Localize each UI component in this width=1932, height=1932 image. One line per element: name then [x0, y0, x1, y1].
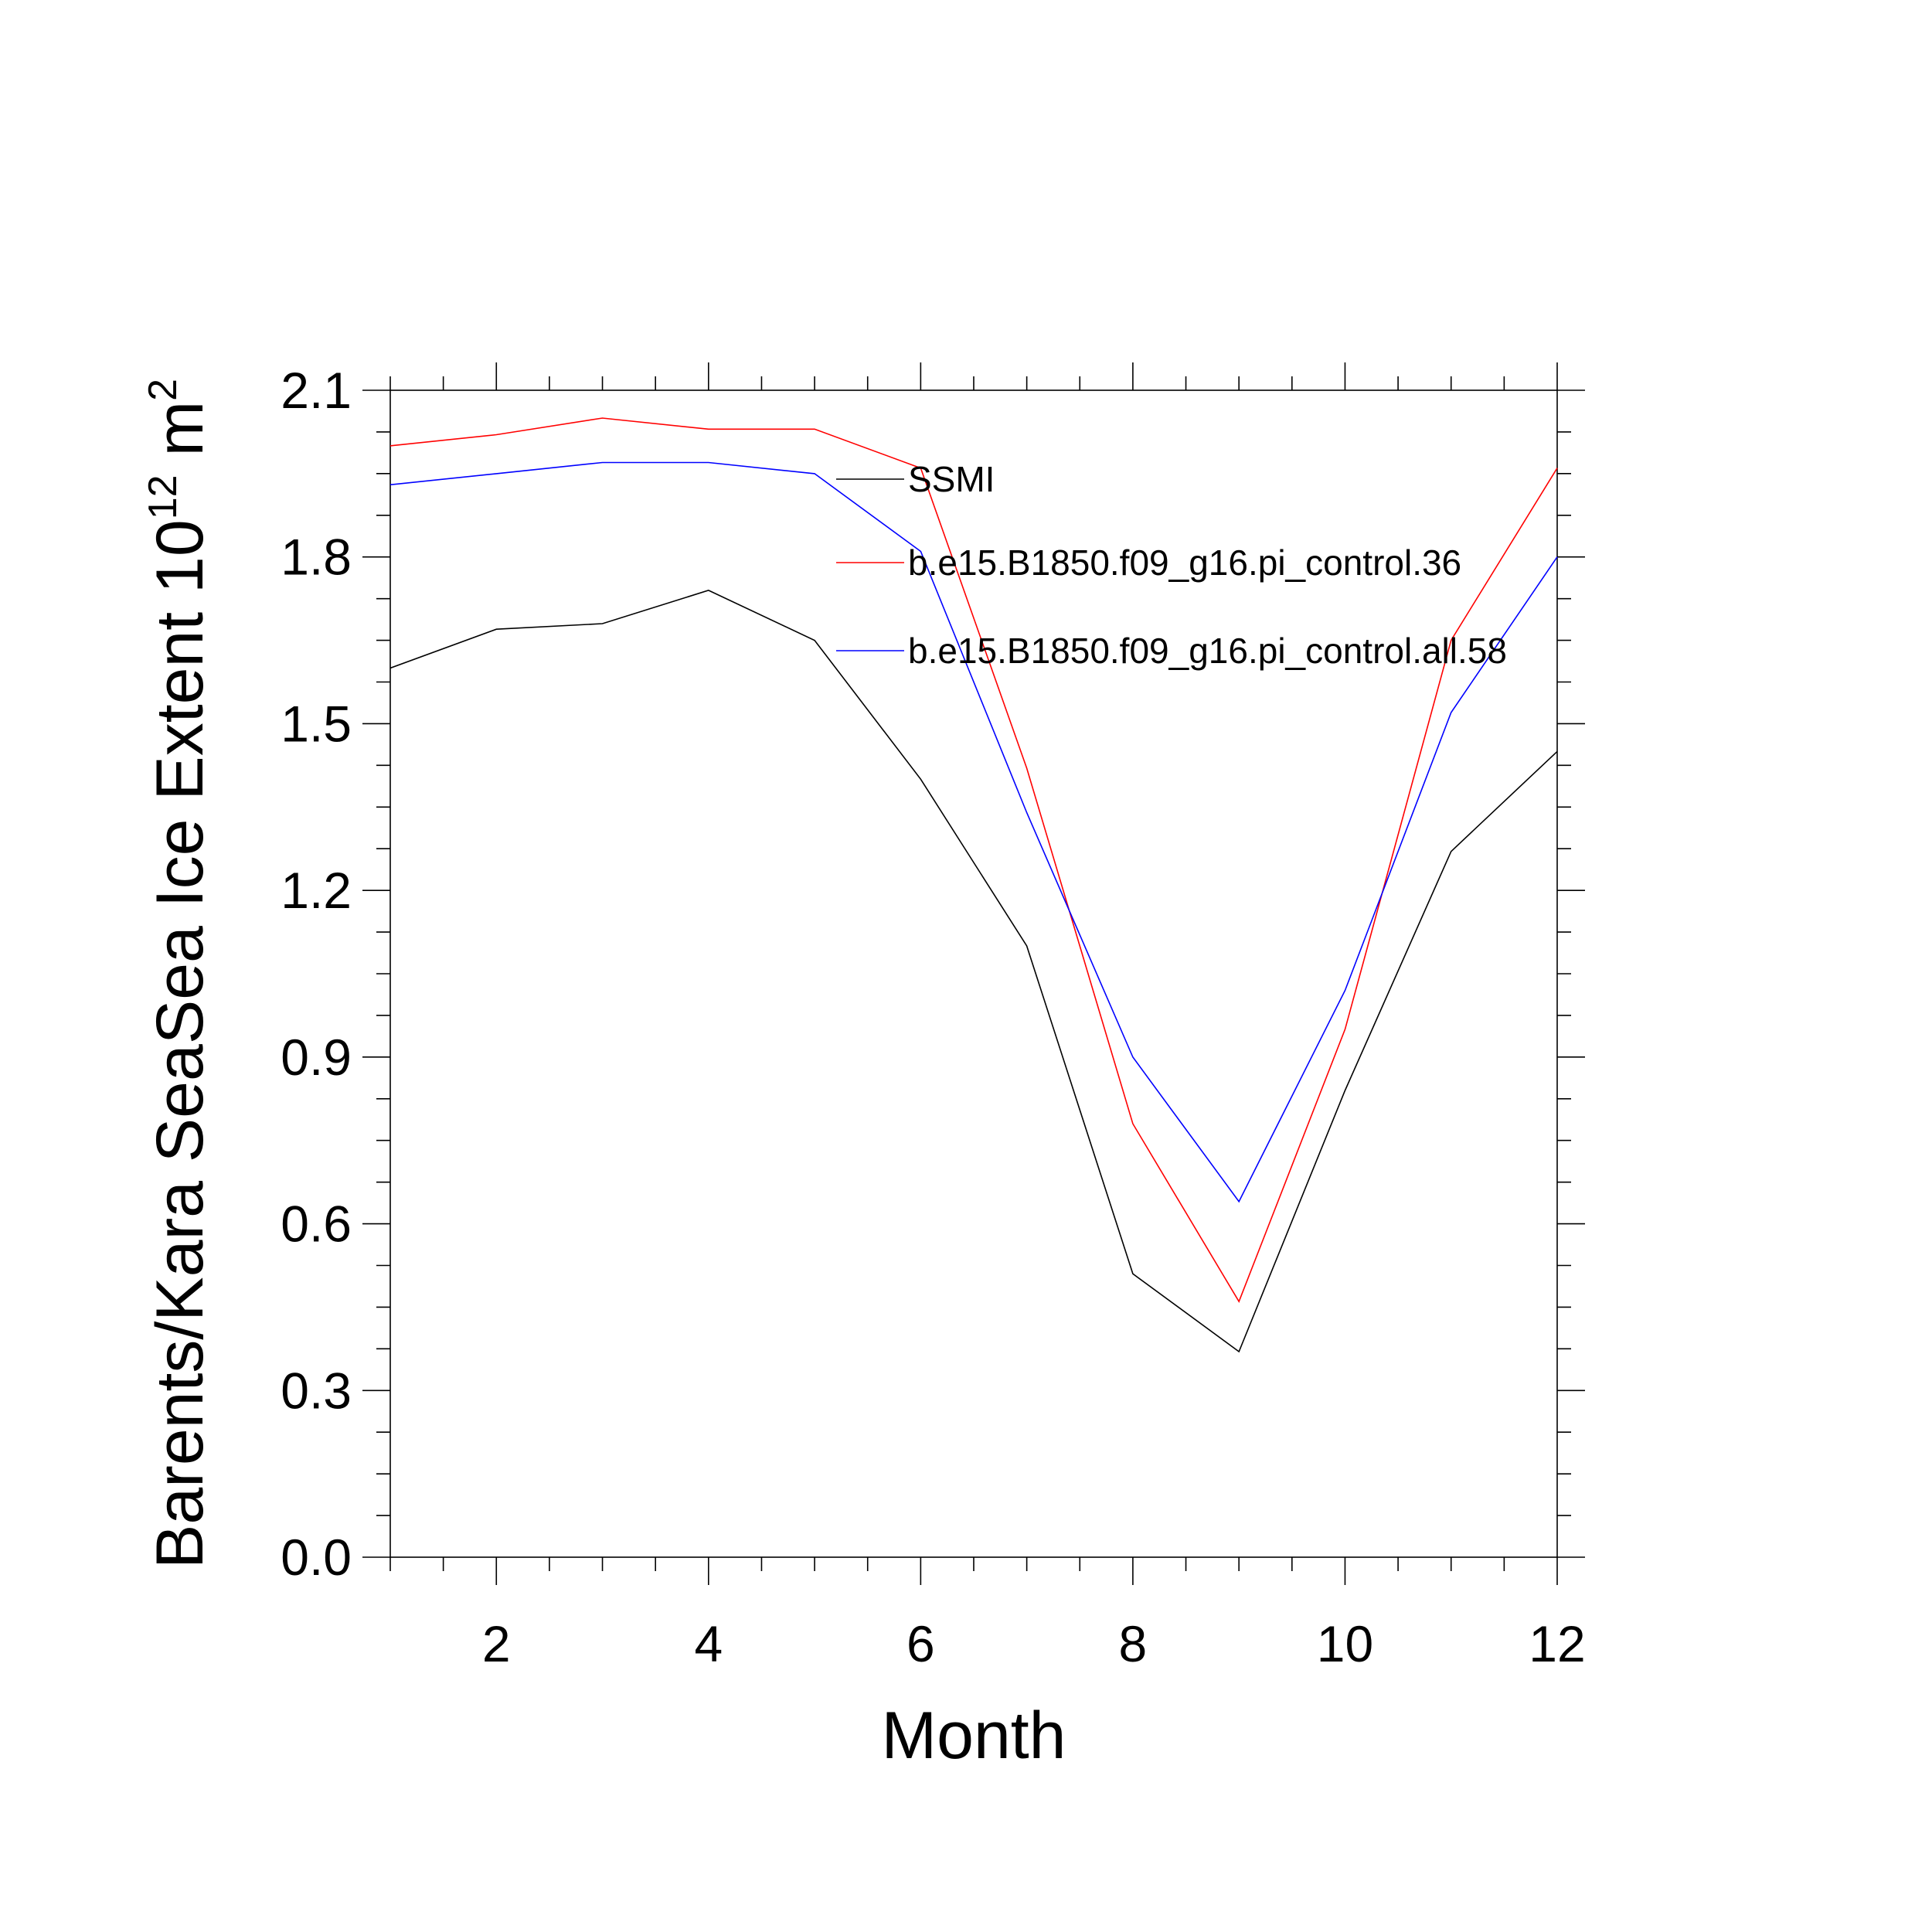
x-tick-label: 12: [1529, 1615, 1585, 1672]
y-tick-label: 2.1: [281, 362, 352, 419]
y-tick-label: 0.6: [281, 1196, 352, 1253]
legend: SSMI b.e15.B1850.f09_g16.pi_control.36 b.e…: [836, 459, 1507, 671]
series-lines: [389, 417, 1558, 1353]
y-tick-label: 0.3: [281, 1362, 352, 1419]
legend-label-1: SSMI: [908, 459, 995, 499]
x-tick-label: 10: [1317, 1615, 1373, 1672]
y-tick-label: 1.5: [281, 695, 352, 752]
x-tick-label: 2: [482, 1615, 511, 1672]
x-tick-label: 8: [1119, 1615, 1148, 1672]
legend-label-2: b.e15.B1850.f09_g16.pi_control.36: [908, 543, 1461, 583]
series-line-1: [389, 590, 1558, 1353]
legend-label-3: b.e15.B1850.f09_g16.pi_control.all.58: [908, 631, 1507, 671]
series-line-2: [389, 417, 1558, 1304]
y-tick-label: 1.2: [281, 862, 352, 919]
y-axis-title: Barents/Kara SeaSea Ice Extent 1012 m2: [141, 379, 217, 1569]
y-tick-label: 1.8: [281, 529, 352, 586]
y-tick-label: 0.0: [281, 1529, 352, 1586]
x-tick-label: 6: [906, 1615, 935, 1672]
axis-ticks: [362, 362, 1585, 1585]
x-axis-title: Month: [881, 1699, 1066, 1773]
series-line-3: [389, 461, 1558, 1203]
x-tick-label: 4: [694, 1615, 723, 1672]
y-tick-label: 0.9: [281, 1029, 352, 1086]
axis-tick-labels: 2 4 6 8 10 12 0.0 0.3 0.6 0.9 1.2 1.5 1.8 2.1: [281, 362, 1585, 1672]
